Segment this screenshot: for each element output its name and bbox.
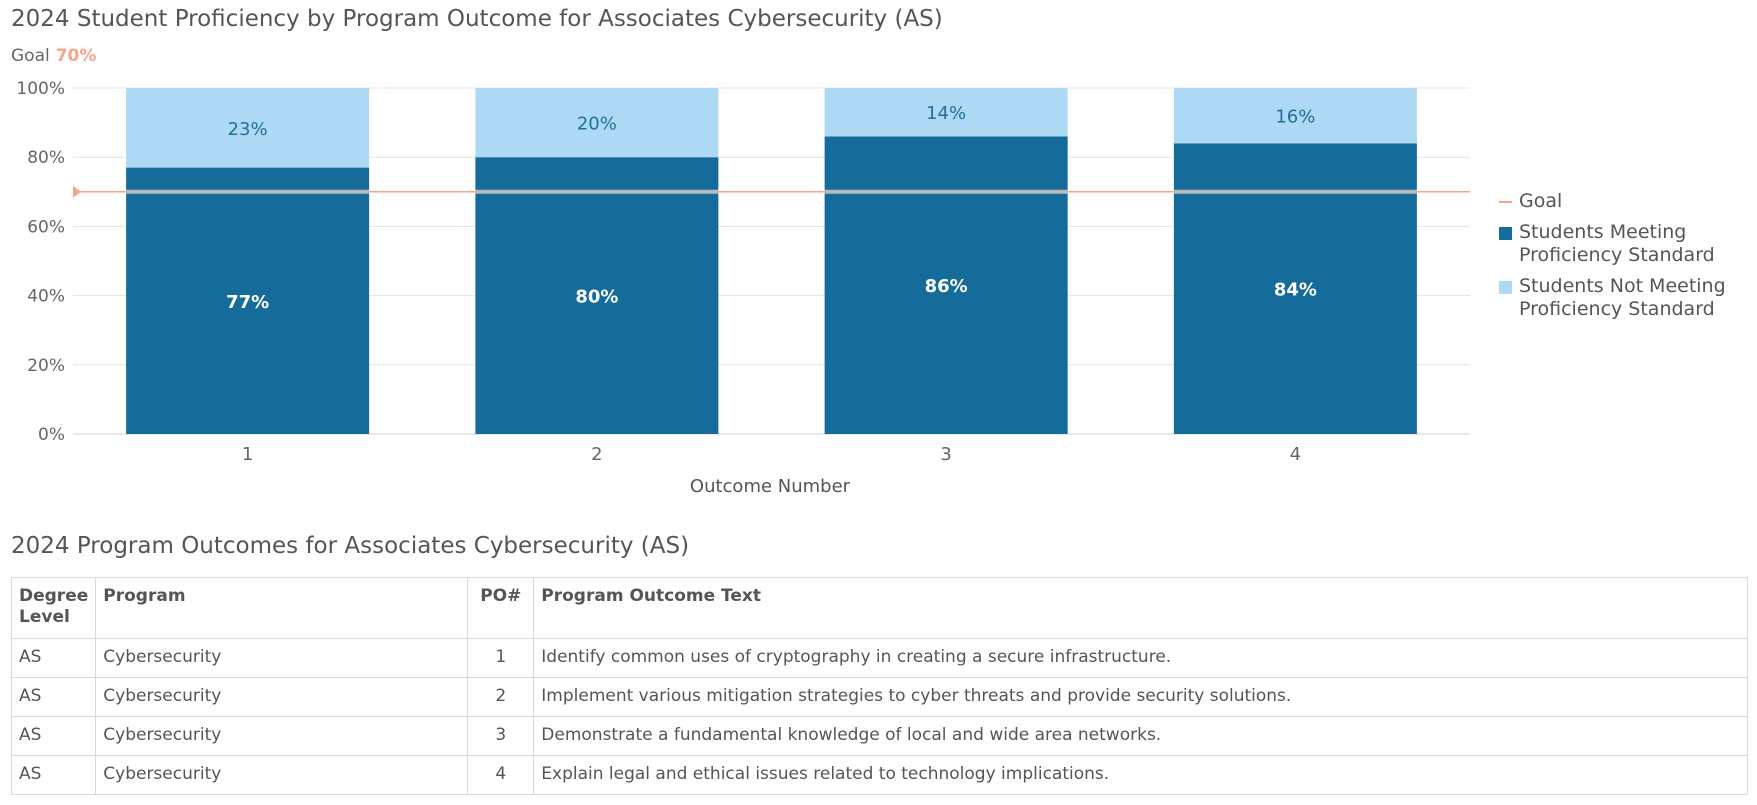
cell-po: 3	[467, 716, 535, 756]
bar-data-label: 23%	[228, 119, 268, 140]
bar-data-label: 86%	[925, 276, 968, 297]
stacked-bar-chart: 0% 20% 40% 60% 80% 100% 77% 23% 80% 20% 86% 14% 84%…	[16, 79, 1470, 497]
goal-indicator: Goal 70%	[11, 46, 96, 66]
bar-data-label: 14%	[926, 103, 966, 124]
legend-item-goal[interactable]: Goal	[1495, 190, 1726, 213]
legend-swatch-not-meeting	[1499, 281, 1512, 294]
program-outcomes-table: Degree Level Program PO# Program Outcome …	[10, 577, 1748, 795]
x-tick-label: 1	[242, 444, 253, 465]
legend-label-goal: Goal	[1519, 190, 1563, 212]
goal-label: Goal	[11, 46, 50, 66]
cell-outcome-text: Demonstrate a fundamental knowledge of l…	[533, 716, 1748, 756]
bar-not-meeting[interactable]	[126, 88, 370, 168]
chart-legend: Goal Students Meeting Proficiency Standa…	[1495, 190, 1726, 329]
chart-title: 2024 Student Proficiency by Program Outc…	[11, 6, 943, 32]
cell-outcome-text: Identify common uses of cryptography in …	[533, 638, 1748, 678]
legend-item-not-meeting[interactable]: Students Not Meeting Proficiency Standar…	[1495, 275, 1726, 321]
cell-po: 1	[467, 638, 535, 678]
bar-not-meeting[interactable]	[475, 88, 719, 158]
table-row: AS Cybersecurity 1 Identify common uses …	[10, 638, 1748, 678]
header-program[interactable]: Program	[95, 577, 469, 639]
y-tick-label: 80%	[27, 148, 65, 168]
bar-data-label: 77%	[226, 292, 269, 313]
table-row: AS Cybersecurity 2 Implement various mit…	[10, 677, 1748, 717]
x-tick-label: 4	[1290, 444, 1301, 465]
bar-data-label: 84%	[1274, 280, 1317, 301]
y-tick-label: 60%	[27, 217, 65, 237]
cell-degree: AS	[10, 716, 97, 756]
header-degree-level[interactable]: Degree Level	[10, 577, 97, 639]
bar-data-label: 16%	[1275, 107, 1315, 128]
table-row: AS Cybersecurity 4 Explain legal and eth…	[10, 755, 1748, 795]
cell-po: 2	[467, 677, 535, 717]
bar-not-meeting[interactable]	[1173, 88, 1417, 144]
y-tick-label: 100%	[16, 79, 65, 99]
bar-data-label: 20%	[577, 114, 617, 135]
legend-swatch-meeting	[1499, 227, 1512, 240]
x-tick-label: 3	[940, 444, 951, 465]
legend-label-meeting-1: Students Meeting	[1519, 221, 1687, 243]
bar-not-meeting[interactable]	[824, 88, 1068, 137]
x-tick-label: 2	[591, 444, 602, 465]
cell-outcome-text: Explain legal and ethical issues related…	[533, 755, 1748, 795]
bar-data-label: 80%	[575, 287, 618, 308]
cell-outcome-text: Implement various mitigation strategies …	[533, 677, 1748, 717]
y-tick-label: 40%	[27, 287, 65, 307]
y-tick-label: 0%	[38, 425, 65, 445]
header-degree-line1: Degree	[19, 586, 89, 606]
cell-po: 4	[467, 755, 535, 795]
x-axis-title: Outcome Number	[690, 476, 851, 497]
y-tick-label: 20%	[27, 356, 65, 376]
cell-program: Cybersecurity	[95, 677, 469, 717]
legend-label-meeting-2: Proficiency Standard	[1519, 244, 1715, 266]
bar-meeting[interactable]	[824, 136, 1068, 434]
header-po-number[interactable]: PO#	[467, 577, 535, 639]
table-title: 2024 Program Outcomes for Associates Cyb…	[11, 533, 690, 559]
table-row: AS Cybersecurity 3 Demonstrate a fundame…	[10, 716, 1748, 756]
legend-label-not-meeting-1: Students Not Meeting	[1519, 275, 1726, 297]
cell-program: Cybersecurity	[95, 716, 469, 756]
legend-item-meeting[interactable]: Students Meeting Proficiency Standard	[1495, 221, 1726, 267]
goal-value: 70%	[55, 46, 97, 66]
cell-degree: AS	[10, 677, 97, 717]
goal-arrow-icon	[73, 185, 81, 198]
table-header-row: Degree Level Program PO# Program Outcome …	[10, 577, 1748, 639]
legend-label-not-meeting-2: Proficiency Standard	[1519, 298, 1715, 320]
bar-meeting[interactable]	[126, 167, 370, 434]
header-degree-line2: Level	[19, 607, 70, 627]
header-outcome-text[interactable]: Program Outcome Text	[533, 577, 1748, 639]
legend-swatch-goal	[1499, 201, 1512, 203]
cell-degree: AS	[10, 638, 97, 678]
cell-degree: AS	[10, 755, 97, 795]
cell-program: Cybersecurity	[95, 638, 469, 678]
bar-meeting[interactable]	[475, 157, 719, 434]
cell-program: Cybersecurity	[95, 755, 469, 795]
